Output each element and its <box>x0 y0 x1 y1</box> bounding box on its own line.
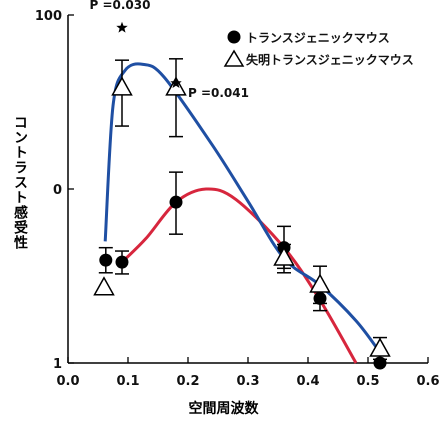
error-bars <box>98 58 387 361</box>
x-tick-label: 0.3 <box>236 374 259 389</box>
legend-circle-marker <box>227 30 241 44</box>
x-tick-label: 0.2 <box>176 374 199 389</box>
x-tick-label: 0.5 <box>356 374 379 389</box>
transgenic-data-point <box>169 195 183 209</box>
x-tick-label: 0.4 <box>296 374 319 389</box>
y-tick-label: 100 <box>35 9 62 24</box>
data-points <box>93 76 391 370</box>
fit-curves <box>103 62 382 364</box>
x-tick-label: 0.6 <box>416 374 439 389</box>
legend-label-blind-transgenic: 失明トランスジェニックマウス <box>246 52 414 67</box>
blind-transgenic-data-point <box>111 76 133 96</box>
blind-transgenic-data-point <box>273 246 295 266</box>
y-tick-label: 1 <box>53 357 62 372</box>
p-value-annotation: P =0.030 <box>90 0 151 12</box>
transgenic-data-point <box>99 253 113 267</box>
legend-triangle-marker <box>223 49 245 67</box>
significance-star <box>170 77 182 89</box>
legend-label-transgenic: トランスジェニックマウス <box>246 31 390 45</box>
significance-annotations: P =0.030 P =0.041 <box>90 0 249 100</box>
x-axis-label: 空間周波数 <box>188 401 259 417</box>
transgenic-data-point <box>313 291 327 305</box>
x-tick-label: 0.1 <box>116 374 139 389</box>
blind-transgenic-data-point <box>165 76 187 96</box>
y-axis-label: コントラスト感受性 <box>12 115 28 250</box>
y-tick-label: 0 <box>53 183 62 198</box>
x-tick-label: 0.0 <box>56 374 79 389</box>
transgenic-data-point <box>115 255 129 269</box>
axes: 0.0 0.1 0.2 0.3 0.4 0.5 0.6 1 0 100 <box>35 9 440 389</box>
transgenic-data-point <box>373 356 387 370</box>
blind-transgenic-fit-curve <box>103 62 382 354</box>
significance-star <box>116 21 128 33</box>
blind-transgenic-data-point <box>369 337 391 357</box>
blind-transgenic-data-point <box>309 273 331 293</box>
blind-transgenic-data-point <box>93 276 115 296</box>
p-value-annotation: P =0.041 <box>188 86 249 100</box>
